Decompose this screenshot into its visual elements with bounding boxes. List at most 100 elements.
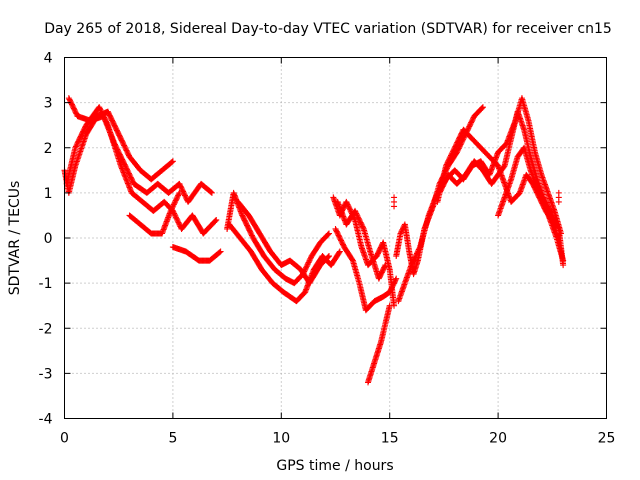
data-point (173, 195, 180, 202)
data-point (102, 117, 109, 124)
series-track-6 (224, 189, 332, 287)
data-point (461, 133, 468, 140)
x-axis-ticks: 0 5 10 15 20 25 (60, 57, 615, 447)
y-tick-label: -1 (39, 276, 53, 292)
data-point (325, 230, 332, 237)
data-point (392, 276, 399, 283)
data-point (555, 198, 562, 205)
data-point (103, 118, 110, 125)
data-point (325, 253, 332, 260)
data-point (332, 225, 339, 232)
data-point (455, 145, 462, 152)
data-point (99, 110, 106, 117)
data-point (459, 137, 466, 144)
series-track-10 (332, 225, 400, 314)
y-tick-label: 3 (44, 96, 53, 112)
data-point (449, 148, 456, 155)
series-track-11 (334, 198, 389, 282)
data-point (175, 219, 182, 226)
data-point (305, 259, 312, 266)
data-point (333, 228, 340, 235)
data-point (71, 106, 78, 113)
data-point (343, 200, 350, 207)
data-point (170, 202, 177, 209)
data-point (346, 205, 353, 212)
data-point (460, 136, 467, 143)
data-point (344, 201, 351, 208)
data-point (343, 198, 350, 205)
data-point (415, 247, 422, 254)
data-point (177, 183, 184, 190)
data-point (412, 254, 419, 261)
data-point (540, 197, 547, 204)
data-point (453, 140, 460, 147)
data-point (68, 101, 75, 108)
data-point (173, 215, 180, 222)
data-point (467, 120, 474, 127)
data-point (216, 249, 223, 256)
data-point (458, 140, 465, 147)
data-point (337, 236, 344, 243)
data-point (69, 102, 76, 109)
data-point (360, 224, 367, 231)
data-point (172, 214, 179, 221)
data-point (303, 263, 310, 270)
data-point (349, 256, 356, 263)
data-point (174, 218, 181, 225)
data-points (61, 95, 567, 386)
data-point (415, 246, 422, 253)
data-point (449, 149, 456, 156)
data-point (325, 231, 332, 238)
data-point (416, 245, 423, 252)
series-track-5 (169, 244, 224, 264)
data-point (175, 192, 182, 199)
data-point (458, 138, 465, 145)
data-point (129, 176, 136, 183)
data-point (455, 137, 462, 144)
data-point (445, 157, 452, 164)
data-point (339, 240, 346, 247)
data-point (70, 105, 77, 112)
x-axis-label: GPS time / hours (276, 458, 393, 474)
y-tick-label: 2 (44, 141, 53, 157)
x-tick-label: 20 (489, 431, 507, 447)
y-axis-label: SDTVAR / TECUs (7, 181, 23, 296)
data-point (179, 187, 186, 194)
y-tick-label: 0 (44, 231, 53, 247)
data-point (355, 214, 362, 221)
data-point (307, 255, 314, 262)
data-point (181, 192, 188, 199)
data-point (96, 105, 103, 112)
series-track-3 (63, 104, 220, 237)
data-point (466, 122, 473, 129)
data-point (353, 211, 360, 218)
data-point (452, 143, 459, 150)
data-point (381, 263, 388, 270)
x-tick-label: 5 (168, 431, 177, 447)
data-point (176, 180, 183, 187)
data-point (167, 207, 174, 214)
data-point (338, 237, 345, 244)
data-point (70, 104, 77, 111)
data-point (411, 255, 418, 262)
data-point (98, 109, 105, 116)
data-point (333, 227, 340, 234)
data-point (408, 260, 415, 267)
data-point (302, 265, 309, 272)
data-point (457, 142, 464, 149)
data-point (465, 126, 472, 133)
data-point (174, 216, 181, 223)
data-point (412, 253, 419, 260)
data-point (391, 203, 398, 210)
y-tick-label: -4 (39, 412, 53, 428)
data-point (454, 138, 461, 145)
series-track-15 (436, 108, 567, 269)
data-point (217, 248, 224, 255)
data-point (208, 189, 215, 196)
data-point (453, 149, 460, 156)
data-point (101, 114, 108, 121)
data-point (336, 233, 343, 240)
data-point (391, 194, 398, 201)
data-point (178, 184, 185, 191)
